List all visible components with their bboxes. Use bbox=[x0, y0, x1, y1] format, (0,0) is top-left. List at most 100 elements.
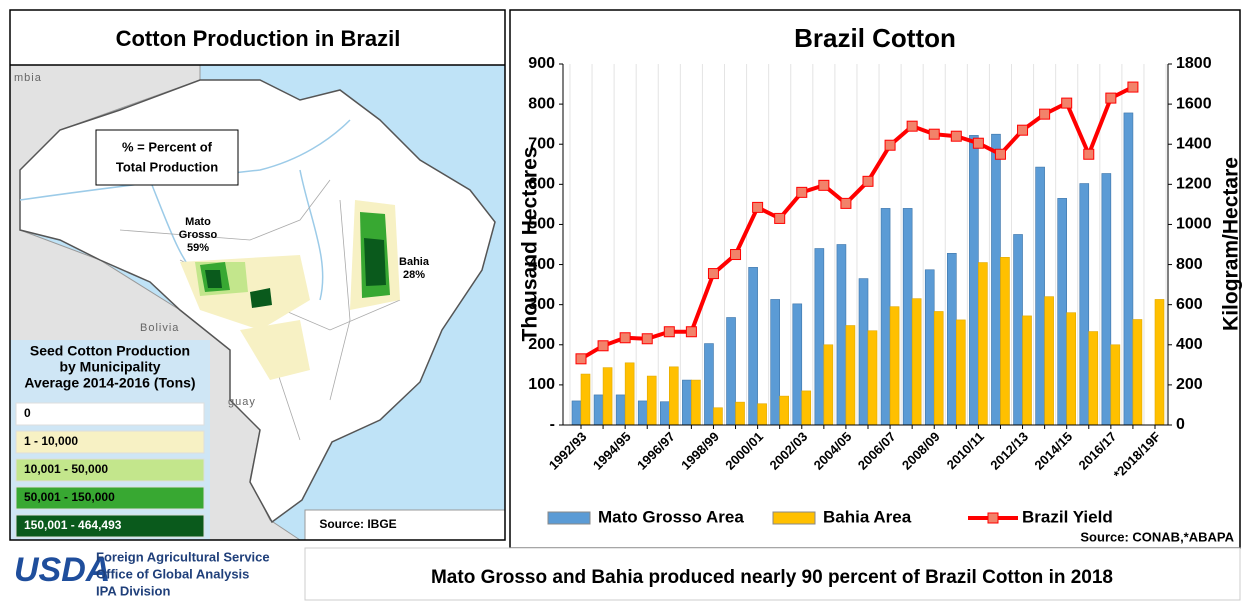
bar bbox=[858, 278, 869, 426]
line-marker bbox=[597, 340, 609, 352]
bar bbox=[757, 403, 767, 426]
line-marker bbox=[994, 148, 1006, 160]
y-tick-label: 900 bbox=[528, 55, 555, 72]
y-tick-label: 700 bbox=[528, 135, 555, 152]
region-label: 59% bbox=[187, 242, 209, 254]
y-tick-label: - bbox=[550, 416, 555, 433]
map-note: Total Production bbox=[116, 159, 218, 174]
bar bbox=[669, 366, 679, 426]
line-marker bbox=[774, 212, 786, 224]
bar bbox=[880, 208, 891, 426]
source-box bbox=[304, 509, 506, 541]
bar bbox=[691, 379, 701, 426]
line-marker bbox=[707, 268, 719, 280]
map-legend-title: Seed Cotton Production bbox=[30, 343, 190, 359]
y-axis-title: Thousand Hectares bbox=[519, 147, 542, 342]
y-tick-label: 400 bbox=[528, 256, 555, 273]
line-marker bbox=[796, 186, 808, 198]
line-marker bbox=[840, 197, 852, 209]
chart-source: Source: CONAB,*ABAPA bbox=[1080, 529, 1234, 544]
map-legend-swatch bbox=[15, 430, 205, 454]
cotton-areas bbox=[180, 200, 400, 380]
bar bbox=[801, 390, 812, 426]
region-label: Mato bbox=[185, 216, 211, 228]
bar bbox=[933, 311, 944, 426]
bar bbox=[1110, 344, 1121, 426]
line-marker bbox=[1083, 148, 1095, 160]
bar bbox=[1079, 183, 1090, 426]
bar bbox=[602, 367, 613, 426]
y2-tick-label: 600 bbox=[1176, 296, 1203, 313]
line-marker bbox=[1017, 124, 1029, 136]
bar bbox=[1000, 257, 1010, 426]
y-tick-label: 600 bbox=[528, 176, 555, 193]
line-marker bbox=[575, 353, 587, 365]
map-frame bbox=[9, 9, 506, 541]
map-source: Source: IBGE bbox=[319, 517, 396, 531]
line-marker bbox=[730, 249, 742, 261]
legend-swatch bbox=[772, 511, 816, 525]
y2-tick-label: 400 bbox=[1176, 336, 1203, 353]
map-title: Cotton Production in Brazil bbox=[116, 26, 401, 51]
agency-line: Foreign Agricultural Service bbox=[96, 549, 270, 564]
line-marker bbox=[663, 326, 675, 338]
line-marker bbox=[685, 326, 697, 338]
y2-tick-label: 1000 bbox=[1176, 216, 1212, 233]
line-marker bbox=[906, 120, 918, 132]
y-tick-label: 500 bbox=[528, 216, 555, 233]
bar bbox=[646, 375, 657, 426]
bar bbox=[682, 379, 692, 426]
bar bbox=[1154, 299, 1165, 426]
line-marker bbox=[928, 128, 940, 140]
area bbox=[250, 288, 272, 308]
bar bbox=[1035, 166, 1045, 426]
map-legend-swatch bbox=[15, 458, 205, 482]
bar bbox=[867, 330, 878, 426]
bar bbox=[1022, 315, 1032, 426]
area bbox=[205, 270, 222, 288]
bar bbox=[956, 319, 966, 426]
y2-tick-label: 200 bbox=[1176, 376, 1203, 393]
line-marker bbox=[1127, 81, 1139, 93]
bar bbox=[1132, 319, 1143, 426]
region-label: Bahia bbox=[399, 256, 430, 268]
bar bbox=[889, 306, 900, 426]
y-tick-label: 100 bbox=[528, 376, 555, 393]
area bbox=[364, 238, 386, 286]
line-marker bbox=[884, 139, 896, 151]
y-tick-label: 800 bbox=[528, 95, 555, 112]
bar bbox=[947, 253, 957, 426]
bar bbox=[571, 400, 582, 426]
map-legend-swatch bbox=[15, 514, 205, 538]
bar bbox=[836, 244, 847, 426]
line-marker bbox=[950, 130, 962, 142]
y2-tick-label: 1600 bbox=[1176, 95, 1212, 112]
bar bbox=[1123, 112, 1134, 426]
map-legend-swatch bbox=[15, 486, 205, 510]
bar bbox=[735, 401, 745, 426]
agency-line: IPA Division bbox=[96, 583, 170, 598]
place-label: Bolivia bbox=[140, 322, 179, 334]
line-marker bbox=[1105, 92, 1117, 104]
map-legend-label: 0 bbox=[24, 406, 31, 420]
bar bbox=[748, 267, 758, 426]
bar bbox=[1013, 234, 1023, 426]
line-marker bbox=[619, 332, 631, 344]
line-marker bbox=[641, 333, 653, 345]
line-marker bbox=[1039, 108, 1051, 120]
bar bbox=[845, 325, 856, 426]
bar bbox=[1044, 296, 1054, 426]
bar bbox=[924, 269, 935, 426]
legend-swatch bbox=[547, 511, 591, 525]
legend-label: Bahia Area bbox=[823, 507, 912, 526]
map-note: % = Percent of bbox=[122, 139, 213, 154]
bar bbox=[593, 394, 604, 426]
map-legend-label: 10,001 - 50,000 bbox=[24, 462, 108, 476]
chart-title: Brazil Cotton bbox=[794, 23, 956, 53]
bar bbox=[580, 373, 591, 426]
map-legend-label: 1 - 10,000 bbox=[24, 434, 78, 448]
legend-label: Mato Grosso Area bbox=[598, 507, 744, 526]
y2-tick-label: 800 bbox=[1176, 256, 1203, 273]
